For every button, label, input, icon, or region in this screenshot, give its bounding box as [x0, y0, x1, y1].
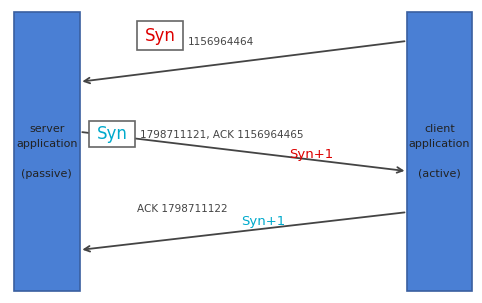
- Text: ACK 1798711122: ACK 1798711122: [137, 204, 228, 214]
- Bar: [137, 21, 183, 50]
- Text: Syn+1: Syn+1: [241, 215, 285, 228]
- Bar: [407, 12, 472, 291]
- Text: 1798711121, ACK 1156964465: 1798711121, ACK 1156964465: [140, 130, 303, 140]
- Bar: [89, 121, 135, 147]
- Bar: [14, 12, 80, 291]
- Text: 1156964464: 1156964464: [188, 37, 254, 47]
- Text: server
application

(passive): server application (passive): [16, 124, 78, 179]
- Text: Syn+1: Syn+1: [289, 148, 334, 161]
- Text: client
application

(active): client application (active): [409, 124, 470, 179]
- Text: Syn: Syn: [145, 27, 176, 45]
- Text: Syn: Syn: [96, 125, 128, 143]
